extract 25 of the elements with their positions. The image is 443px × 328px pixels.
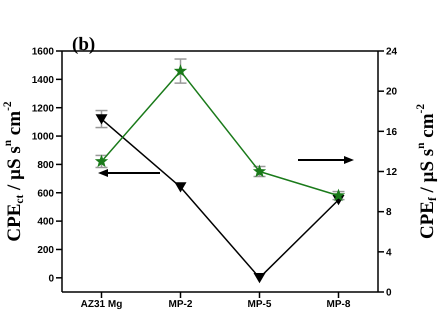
x-tick-label: MP-2: [168, 299, 193, 310]
y2-tick-label: 16: [386, 126, 398, 138]
y2-tick-label: 0: [386, 288, 392, 299]
y-tick-label: 1200: [32, 103, 54, 114]
y2-tick-label: 12: [386, 167, 398, 178]
x-tick-label: MP-8: [326, 299, 351, 310]
y2-tick-label: 24: [386, 46, 398, 58]
y-tick-label: 800: [37, 160, 54, 171]
point: [174, 64, 188, 77]
y-tick-label: 1000: [32, 132, 54, 143]
y-tick-label: 1600: [32, 46, 54, 58]
y-tick-label: 0: [48, 273, 54, 284]
y-tick-label: 1400: [32, 74, 54, 86]
x-tick-label: MP-5: [248, 299, 272, 310]
y-tick-label: 600: [37, 188, 54, 200]
point: [96, 114, 108, 124]
y2-tick-label: 4: [386, 247, 392, 258]
point: [254, 273, 266, 284]
point: [174, 182, 186, 192]
y-tick-label: 400: [37, 216, 54, 228]
y2-tick-label: 8: [386, 207, 392, 218]
y2-tick-label: 20: [386, 86, 398, 98]
y-tick-label: 200: [37, 245, 54, 256]
x-tick-label: AZ31 Mg: [80, 299, 122, 310]
annotation: (b): [72, 34, 96, 55]
